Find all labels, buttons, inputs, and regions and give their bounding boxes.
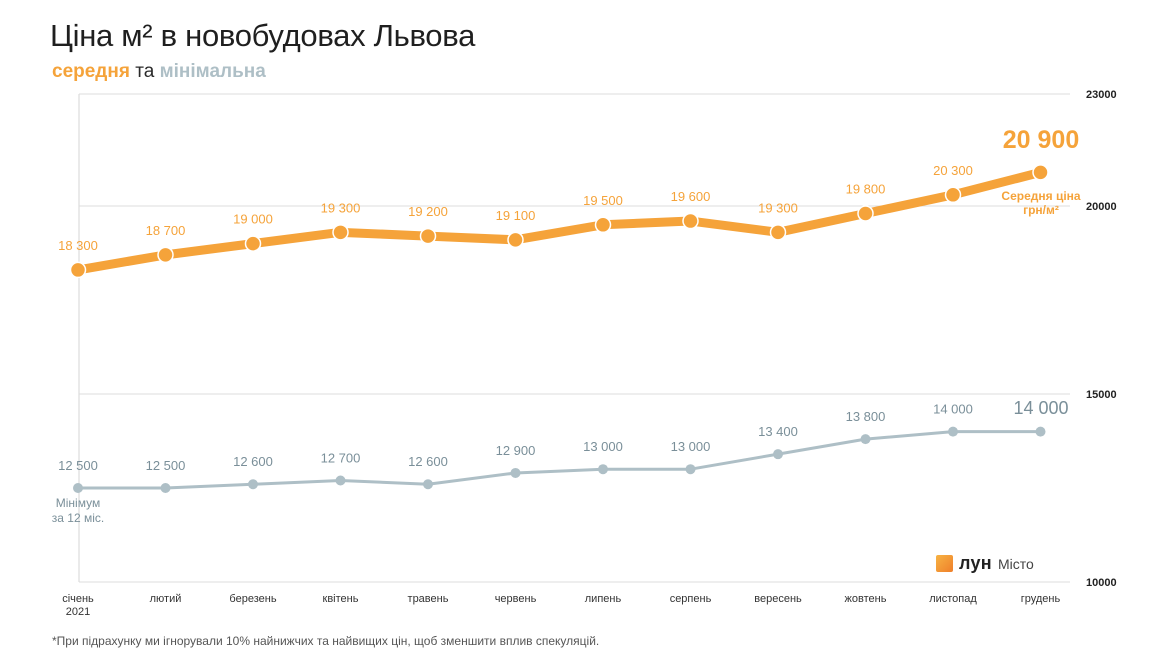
x-tick-label: липень: [585, 593, 622, 605]
x-tick-label: грудень: [1021, 593, 1061, 605]
data-label-average: 20 900: [1003, 126, 1079, 154]
data-label-minimum: 12 900: [496, 443, 536, 458]
series-name-average: Середня ціна: [1001, 189, 1081, 203]
x-tick-label: квітень: [323, 593, 359, 605]
data-point-average: [244, 235, 262, 252]
data-point-minimum: [685, 464, 696, 475]
data-label-minimum: 13 000: [583, 439, 623, 454]
x-tick-label: травень: [408, 593, 449, 605]
brand-subname: Місто: [997, 555, 1034, 572]
data-point-average: [1032, 164, 1049, 181]
data-label-average: 18 300: [58, 238, 98, 253]
data-point-average: [682, 212, 699, 230]
x-year-label: 2021: [66, 606, 90, 618]
chart-subtitle: середня та мінімальна: [52, 61, 266, 83]
subtitle-average: середня: [52, 61, 130, 82]
data-point-average: [857, 205, 874, 222]
data-label-minimum: 14 000: [933, 402, 973, 417]
data-point-average: [769, 224, 787, 241]
data-label-average: 19 200: [408, 204, 448, 219]
data-point-average: [594, 216, 612, 234]
x-tick-label: жовтень: [845, 593, 887, 605]
x-tick-label: лютий: [150, 593, 182, 605]
data-point-minimum: [248, 479, 258, 490]
data-point-minimum: [773, 449, 783, 460]
data-point-average: [944, 186, 962, 204]
data-point-minimum: [860, 434, 871, 445]
data-label-average: 19 300: [321, 200, 361, 215]
x-tick-label: березень: [229, 593, 276, 605]
data-point-minimum: [1035, 426, 1046, 437]
data-point-minimum: [423, 479, 433, 490]
data-point-minimum: [510, 467, 521, 478]
data-label-average: 19 000: [233, 212, 273, 227]
data-label-average: 19 500: [583, 193, 623, 208]
data-label-minimum: 12 500: [58, 458, 98, 473]
data-point-average: [332, 224, 349, 241]
data-point-minimum: [160, 483, 171, 493]
data-label-average: 19 600: [671, 189, 711, 204]
x-tick-label: листопад: [929, 593, 977, 605]
series-line-minimum: [76, 430, 1042, 490]
data-point-minimum: [948, 426, 958, 437]
data-label-minimum: 12 700: [321, 450, 361, 465]
y-tick-label: 15000: [1086, 389, 1117, 401]
data-label-average: 19 300: [758, 200, 798, 215]
data-point-minimum: [73, 483, 83, 493]
series-name-average-unit: грн/м²: [1023, 203, 1059, 217]
x-tick-label: вересень: [754, 593, 802, 605]
subtitle-minimum: мінімальна: [159, 61, 266, 82]
subtitle-conjunction: та: [135, 61, 155, 82]
data-label-minimum: 13 400: [758, 424, 798, 439]
x-tick-label: серпень: [670, 593, 712, 605]
data-label-minimum: 12 500: [146, 458, 186, 473]
x-tick-label: січень: [62, 593, 94, 605]
x-tick-label: червень: [495, 593, 537, 605]
data-label-minimum: 12 600: [408, 454, 448, 469]
data-label-minimum: 12 600: [233, 454, 273, 469]
series-line-average: [73, 167, 1045, 275]
data-point-average: [507, 231, 524, 249]
brand-logo-icon: [936, 555, 953, 572]
y-tick-label: 20000: [1086, 201, 1117, 213]
data-label-average: 20 300: [933, 163, 973, 178]
data-label-average: 19 100: [496, 208, 536, 223]
data-point-average: [419, 227, 437, 245]
data-label-average: 18 700: [146, 223, 186, 238]
data-point-minimum: [598, 464, 608, 475]
data-label-minimum: 14 000: [1013, 398, 1068, 418]
y-tick-label: 10000: [1086, 577, 1117, 589]
data-label-minimum: 13 800: [846, 409, 886, 424]
brand-logo: лун Місто: [936, 553, 1034, 574]
data-label-average: 19 800: [846, 182, 886, 197]
brand-name: лун: [959, 553, 992, 573]
data-point-average: [69, 261, 87, 279]
series-name-minimum-period: за 12 міс.: [52, 511, 104, 525]
data-point-minimum: [335, 475, 346, 486]
chart-title: Ціна м² в новобудовах Львова: [50, 18, 476, 53]
data-label-minimum: 13 000: [671, 439, 711, 454]
series-name-minimum: Мінімум: [56, 496, 100, 510]
footnote: *При підрахунку ми ігнорували 10% найниж…: [52, 634, 600, 648]
y-tick-label: 23000: [1086, 89, 1117, 101]
data-point-average: [157, 246, 174, 264]
